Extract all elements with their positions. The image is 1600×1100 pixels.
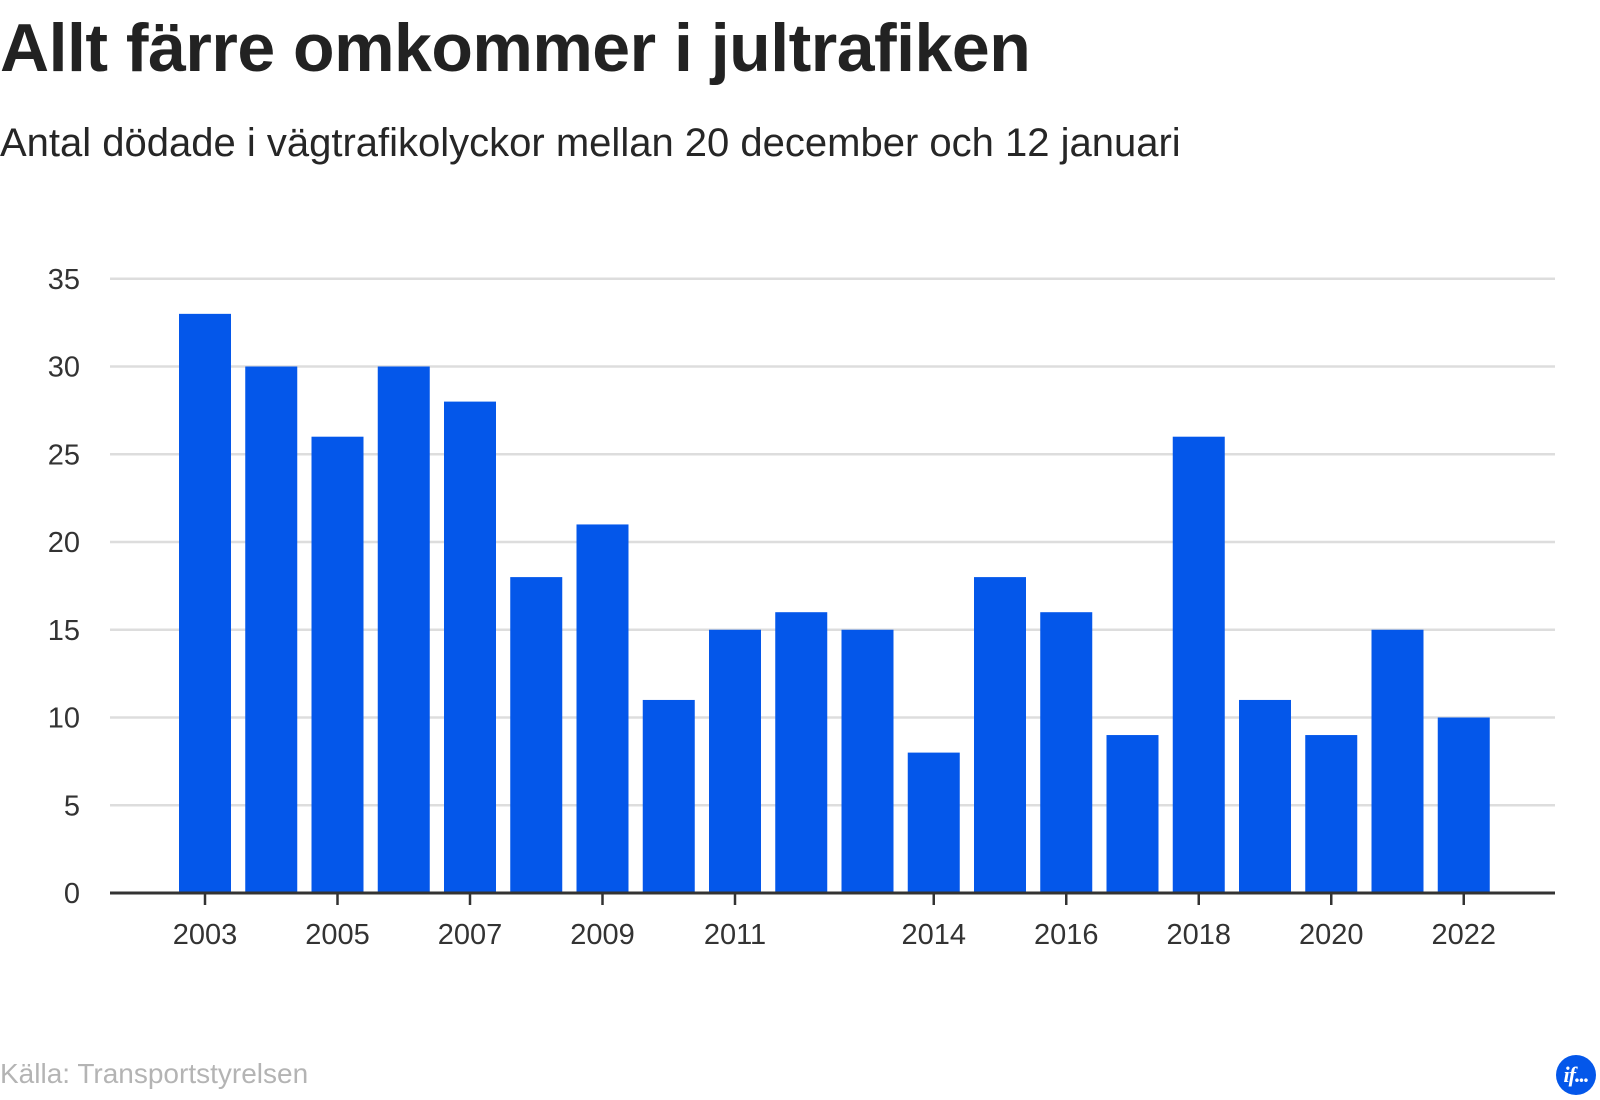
x-tick-label: 2007 <box>438 919 503 951</box>
bar-2011 <box>709 629 761 893</box>
y-tick-label: 35 <box>48 264 80 296</box>
source-note: Källa: Transportstyrelsen <box>0 1058 309 1089</box>
x-tick-label: 2018 <box>1166 919 1231 951</box>
x-tick-label: 2005 <box>305 919 370 951</box>
y-tick-label: 15 <box>48 615 80 647</box>
bar-2009 <box>576 524 629 893</box>
y-tick-label: 0 <box>64 878 80 910</box>
chart-subtitle: Antal dödade i vägtrafikolyckor mellan 2… <box>0 121 1181 165</box>
bar-2006 <box>377 366 430 893</box>
bar-2010 <box>642 699 695 893</box>
x-tick-label: 2020 <box>1299 919 1364 951</box>
bar-2016 <box>1040 612 1093 893</box>
x-tick-label: 2009 <box>570 919 635 951</box>
brand-logo: if... <box>1556 1055 1596 1095</box>
bars <box>179 313 1490 894</box>
y-axis-ticks: 0 5 10 15 20 25 30 35 <box>48 264 80 910</box>
bar-2021 <box>1371 629 1424 893</box>
bar-2003 <box>179 313 231 894</box>
bar-2015 <box>974 577 1026 893</box>
x-tick-label: 2016 <box>1034 919 1099 951</box>
x-axis: 2003 2005 2007 2009 2011 2014 2016 2018 2020 2022 <box>110 891 1555 951</box>
bar-2005 <box>311 436 364 893</box>
bar-2014 <box>907 752 960 893</box>
y-tick-label: 10 <box>48 703 80 735</box>
bar-2020 <box>1305 735 1358 893</box>
x-tick-label: 2022 <box>1431 919 1496 951</box>
y-tick-label: 20 <box>48 527 80 559</box>
bar-2013 <box>841 629 894 893</box>
x-tick-label: 2011 <box>704 919 766 951</box>
bar-2022 <box>1437 717 1490 893</box>
bar-2008 <box>510 577 563 893</box>
x-tick-label: 2014 <box>901 919 966 951</box>
bar-2007 <box>444 401 496 893</box>
y-tick-label: 25 <box>48 439 80 471</box>
bar-2004 <box>245 366 298 893</box>
y-tick-label: 5 <box>64 790 80 822</box>
bar-2012 <box>775 612 828 893</box>
x-tick-label: 2003 <box>173 919 238 951</box>
y-tick-label: 30 <box>48 352 80 384</box>
bar-2019 <box>1239 699 1291 893</box>
bar-2017 <box>1106 735 1159 893</box>
bar-2018 <box>1172 436 1225 893</box>
chart-title: Allt färre omkommer i jultrafiken <box>0 10 1031 86</box>
